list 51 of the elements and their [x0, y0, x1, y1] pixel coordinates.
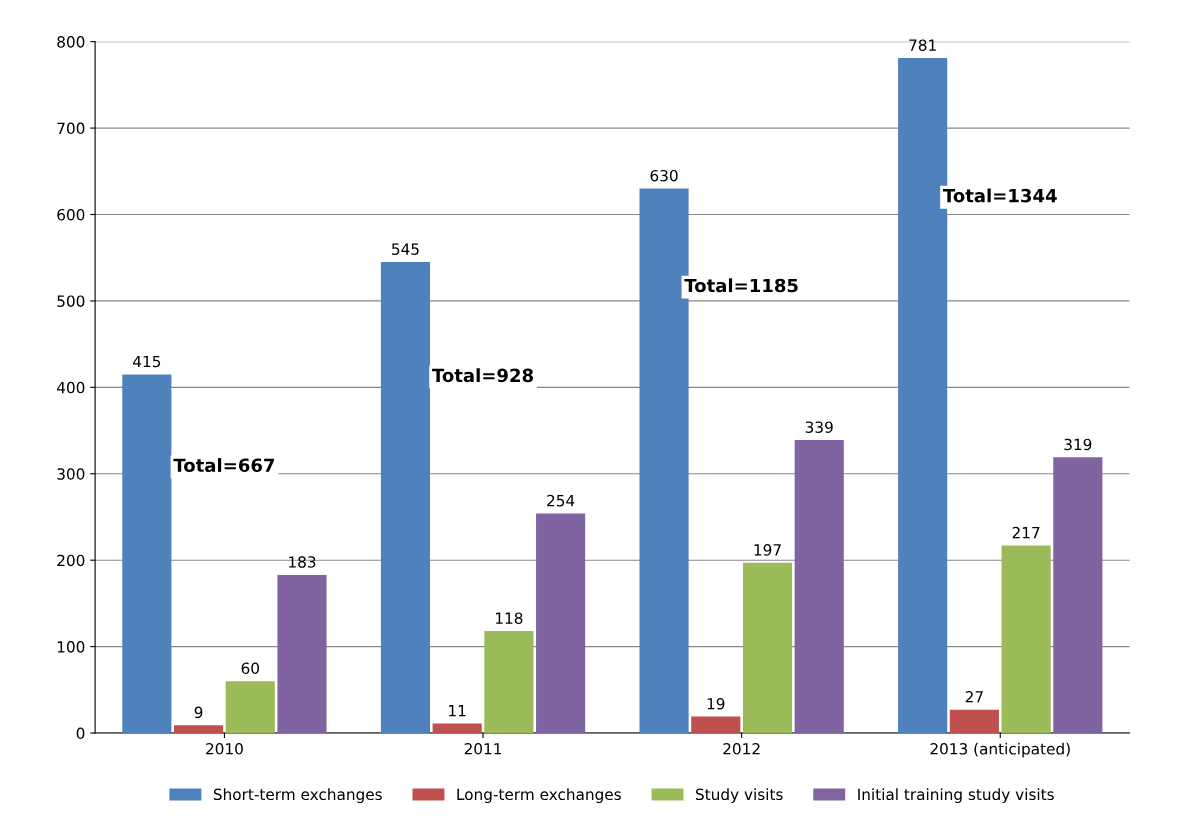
- data-label: 217: [1012, 526, 1040, 539]
- bar: [742, 562, 793, 734]
- data-label: 254: [547, 494, 575, 507]
- annotation: Total=1344: [942, 188, 1057, 203]
- data-label: 545: [392, 243, 419, 255]
- y-tick-label: 200: [57, 554, 85, 567]
- data-label: 11: [449, 705, 466, 717]
- bar: [1053, 457, 1103, 734]
- bar: [277, 574, 327, 734]
- data-label: 197: [754, 544, 781, 556]
- annotation: Total=667: [173, 458, 275, 473]
- legend-label: Short-term exchanges: [213, 788, 382, 804]
- y-tick-label: 300: [57, 468, 85, 480]
- bar: [225, 681, 275, 734]
- data-label: 183: [289, 556, 316, 568]
- annotation: Total=1185: [684, 278, 798, 293]
- data-label: 9: [194, 706, 203, 719]
- bar: [536, 513, 586, 734]
- y-tick-label: 700: [57, 122, 85, 135]
- legend-label: Initial training study visits: [858, 788, 1054, 804]
- bar: [484, 631, 534, 734]
- x-tick-label: 2010: [206, 743, 243, 755]
- bar: [432, 723, 482, 734]
- y-tick-label: 100: [57, 641, 85, 653]
- x-tick-label: 2012: [723, 743, 760, 755]
- data-label: 319: [1064, 438, 1092, 451]
- bar: [380, 262, 431, 734]
- x-tick-label: 2013 (anticipated): [930, 742, 1070, 758]
- bar: [794, 440, 844, 734]
- legend-label: Long-term exchanges: [457, 788, 621, 804]
- bar: [691, 716, 741, 734]
- y-tick-label: 600: [57, 208, 85, 221]
- data-label: 27: [965, 691, 983, 703]
- y-tick-label: 800: [57, 36, 85, 48]
- data-label: 339: [805, 421, 833, 433]
- data-label: 19: [707, 697, 725, 710]
- data-label: 781: [909, 39, 936, 51]
- bar: [1001, 545, 1051, 734]
- annotation: Total=928: [432, 368, 533, 383]
- data-label: 415: [133, 355, 161, 368]
- y-tick-label: 0: [76, 727, 85, 740]
- y-tick-label: 400: [56, 381, 85, 394]
- legend-label: Study visits: [696, 788, 783, 804]
- bar: [949, 709, 999, 734]
- x-tick-label: 2011: [464, 743, 502, 755]
- data-label: 118: [495, 612, 523, 624]
- bar: [122, 374, 172, 734]
- bar: [174, 725, 224, 734]
- data-label: 630: [650, 169, 678, 182]
- y-tick-label: 500: [57, 295, 85, 307]
- data-label: 60: [241, 662, 259, 675]
